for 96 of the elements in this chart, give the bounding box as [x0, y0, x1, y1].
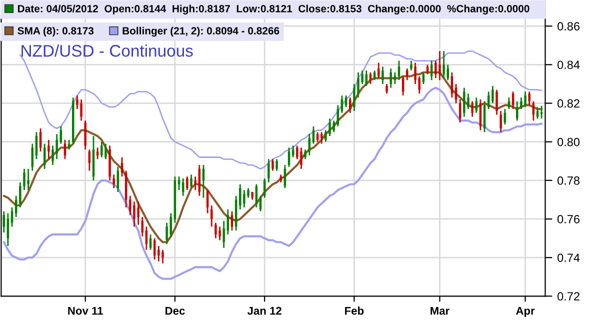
line-series [2, 86, 543, 280]
x-tick-label: Dec [166, 306, 185, 315]
candlestick [255, 184, 258, 208]
candlestick [64, 139, 66, 160]
candlestick [304, 148, 306, 160]
candlestick [263, 178, 266, 198]
legend-label: Bollinger (21, 2): 0.8094 - 0.8266 [122, 26, 280, 37]
candlestick [133, 200, 136, 228]
candlestick [68, 139, 70, 150]
candlestick [316, 131, 319, 143]
candlestick [35, 131, 38, 160]
y-tick-label: 0.72 [558, 292, 580, 301]
candlestick [141, 216, 144, 238]
candlestick [292, 144, 294, 158]
candlestick [450, 72, 454, 98]
candlestick [479, 98, 482, 131]
legend-label: SMA (8): 0.8173 [18, 26, 94, 37]
candlestick [426, 64, 429, 75]
candlestick [19, 182, 22, 208]
candlestick [137, 200, 140, 226]
candlestick [239, 184, 242, 210]
candlestick [23, 168, 26, 191]
candlestick [268, 158, 270, 184]
candlestick [528, 90, 530, 106]
candlestick [190, 174, 192, 189]
candlestick [153, 238, 156, 260]
candlestick [39, 128, 42, 152]
candlestick [226, 208, 230, 236]
candlestick [162, 249, 164, 264]
candlestick [386, 83, 388, 94]
candlestick [206, 189, 209, 214]
candlestick [500, 110, 502, 133]
candlestick [438, 50, 441, 81]
candlestick [382, 66, 384, 85]
candlestick [320, 131, 323, 144]
candlestick [80, 98, 82, 122]
candlestick [214, 222, 217, 239]
candlestick [492, 85, 494, 104]
y-tick-label: 0.74 [558, 254, 580, 262]
candlestick [170, 212, 172, 238]
candlestick [390, 68, 392, 88]
candlestick [186, 176, 188, 191]
candlestick [312, 126, 315, 144]
candlestick [31, 143, 34, 172]
candlestick [222, 220, 225, 249]
candlestick [458, 98, 462, 124]
candlestick [520, 96, 522, 110]
candlestick [166, 222, 168, 245]
candlestick [104, 143, 107, 160]
candlestick [483, 100, 486, 133]
candlestick [112, 174, 115, 189]
candlestick [96, 146, 99, 160]
y-tick-label: 0.80 [558, 138, 580, 146]
x-tick-label: Apr [516, 306, 535, 317]
candlestick [496, 89, 498, 116]
candlestick [300, 146, 302, 170]
y-tick-label: 0.86 [558, 22, 580, 30]
x-tick-label: Mar [430, 306, 450, 315]
candlestick [27, 168, 30, 191]
candlestick [276, 158, 278, 172]
candlestick [158, 245, 160, 262]
candlestick [129, 195, 132, 216]
candlestick [60, 126, 62, 144]
candlestick [194, 176, 196, 191]
x-tick-label: Feb [345, 306, 364, 315]
y-tick-label: 0.84 [558, 60, 580, 70]
candlestick [272, 158, 274, 172]
y-tick-label: 0.82 [558, 99, 580, 108]
y-tick-label: 0.76 [558, 215, 580, 224]
candlestick [48, 139, 50, 160]
candlestick [43, 143, 46, 170]
candlestick [442, 50, 445, 79]
candlestick [243, 189, 246, 208]
candlestick [336, 104, 340, 128]
candlestick [463, 87, 466, 118]
text: NZD/USD - Continuous [22, 44, 193, 57]
y-tick-label: 0.78 [558, 176, 580, 185]
candlestick [84, 120, 86, 150]
candlestick [56, 133, 58, 160]
candlestick [328, 118, 331, 137]
legend-label: Date: 04/05/2012 Open:0.8144 High:0.8187 Low:0.8121 Close:0.8153 Change:0.0000 %Change:0.0000 [18, 4, 530, 14]
x-tick-label: Nov 11 [68, 306, 103, 315]
candlestick [410, 60, 412, 72]
x-tick-label: Jan 12 [247, 306, 282, 315]
candlestick [178, 176, 180, 191]
candlestick [406, 68, 408, 81]
candlestick [100, 141, 103, 158]
candlestick [524, 90, 526, 108]
candlestick [394, 72, 396, 85]
candlestick [471, 100, 474, 118]
candlestick [467, 92, 470, 110]
candlestick [332, 120, 335, 133]
candlestick [6, 212, 10, 247]
candlestick [434, 60, 437, 79]
candlestick [218, 226, 221, 241]
candlestick [532, 100, 535, 122]
